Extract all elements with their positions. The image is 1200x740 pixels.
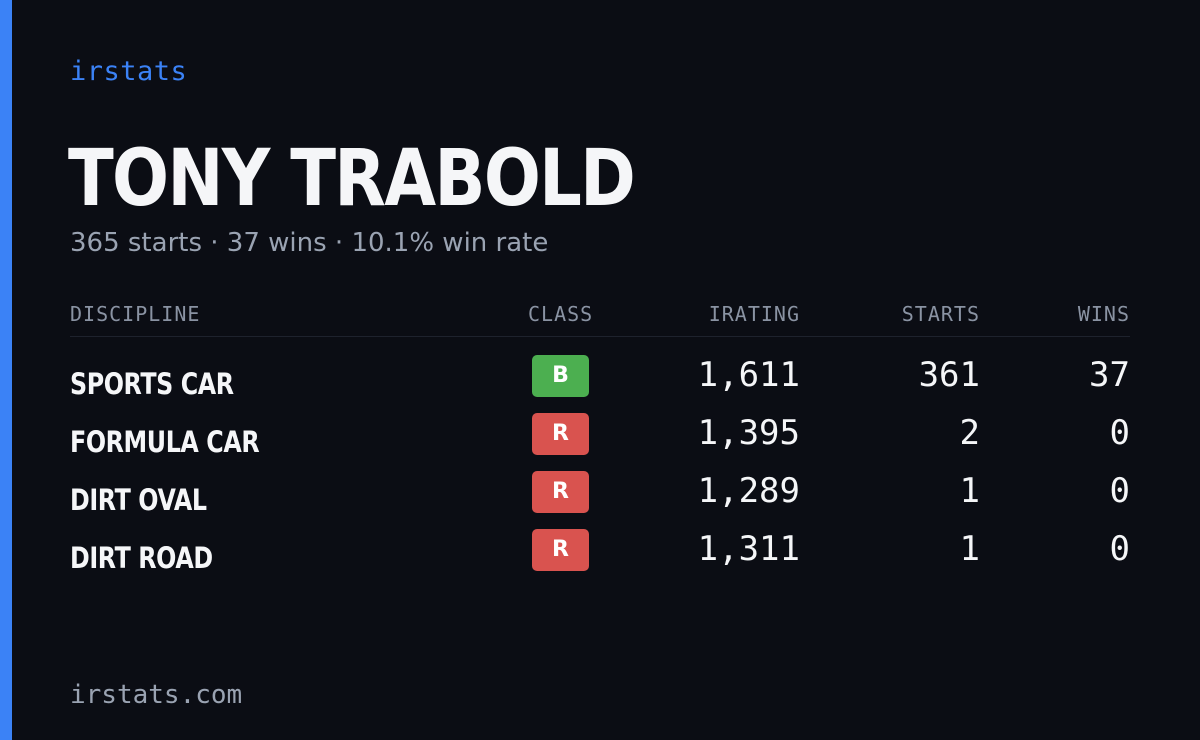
discipline-label: DIRT ROAD bbox=[70, 541, 213, 575]
class-badge: R bbox=[532, 413, 589, 455]
irating-value: 1,289 bbox=[697, 471, 800, 511]
discipline-table: DISCIPLINE CLASS IRATING STARTS WINS SPO… bbox=[70, 296, 1130, 583]
header-irating: IRATING bbox=[708, 302, 800, 326]
irating-value: 1,395 bbox=[697, 413, 800, 453]
accent-bar bbox=[0, 0, 12, 740]
class-badge: B bbox=[532, 355, 589, 397]
wins-value: 0 bbox=[1109, 413, 1130, 453]
starts-value: 1 bbox=[959, 471, 980, 511]
wins-value: 37 bbox=[1089, 355, 1130, 395]
footer-url: irstats.com bbox=[70, 680, 243, 710]
class-badge: R bbox=[532, 529, 589, 571]
starts-value: 2 bbox=[959, 413, 980, 453]
table-header: DISCIPLINE CLASS IRATING STARTS WINS bbox=[70, 296, 1130, 337]
table-row: DIRT ROAD R 1,311 1 0 bbox=[70, 525, 1130, 583]
driver-name: TONY TRABOLD bbox=[68, 134, 636, 224]
header-wins: WINS bbox=[1077, 302, 1130, 326]
class-badge: R bbox=[532, 471, 589, 513]
starts-value: 1 bbox=[959, 529, 980, 569]
table-body: SPORTS CAR B 1,611 361 37 FORMULA CAR R … bbox=[70, 337, 1130, 583]
driver-summary: 365 starts · 37 wins · 10.1% win rate bbox=[70, 228, 549, 258]
header-starts: STARTS bbox=[901, 302, 980, 326]
irating-value: 1,611 bbox=[697, 355, 800, 395]
table-row: FORMULA CAR R 1,395 2 0 bbox=[70, 409, 1130, 467]
brand-logo: irstats bbox=[70, 56, 188, 87]
starts-value: 361 bbox=[918, 355, 980, 395]
header-class: CLASS bbox=[528, 302, 594, 326]
discipline-label: FORMULA CAR bbox=[70, 425, 260, 459]
table-row: DIRT OVAL R 1,289 1 0 bbox=[70, 467, 1130, 525]
table-row: SPORTS CAR B 1,611 361 37 bbox=[70, 351, 1130, 409]
wins-value: 0 bbox=[1109, 471, 1130, 511]
wins-value: 0 bbox=[1109, 529, 1130, 569]
discipline-label: DIRT OVAL bbox=[70, 483, 207, 517]
irating-value: 1,311 bbox=[697, 529, 800, 569]
discipline-label: SPORTS CAR bbox=[70, 367, 234, 401]
header-discipline: DISCIPLINE bbox=[70, 302, 201, 326]
